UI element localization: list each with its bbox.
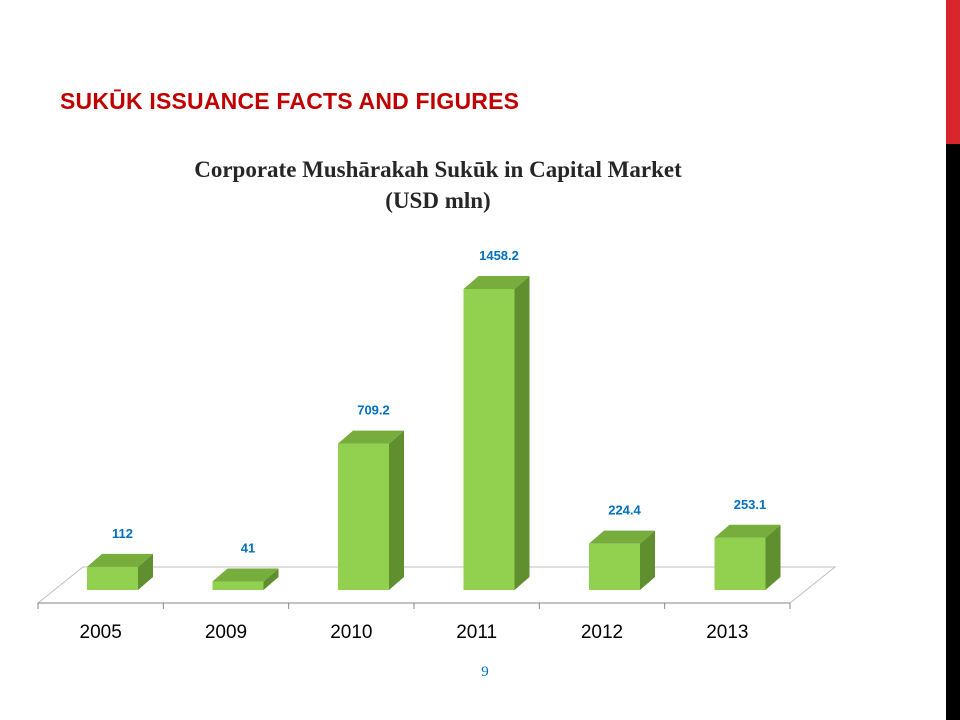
bar-front (714, 537, 766, 590)
bar-2005 (87, 553, 153, 590)
data-label: 41 (241, 541, 255, 556)
bar-2010 (338, 430, 404, 590)
bar-front (589, 543, 640, 590)
page-number: 9 (481, 664, 489, 680)
bar-top (714, 524, 781, 538)
bar-chart: 112 2005 41 2009 709.2 2010 1458.2 2011 224.4 201… (36, 248, 837, 643)
bar-side (640, 530, 655, 590)
slide-title: SUKŪK ISSUANCE FACTS AND FIGURES (60, 88, 520, 114)
bar-top (338, 430, 404, 444)
data-label: 224.4 (608, 503, 641, 518)
bar-side (263, 568, 279, 590)
x-tick-label: 2005 (80, 622, 122, 643)
side-accent-red (946, 0, 960, 144)
data-label: 709.2 (357, 403, 390, 418)
chart-title: Corporate Mushārakah Sukūk in Capital Ma… (0, 154, 876, 216)
bar-side (389, 430, 404, 590)
bar-2012 (589, 530, 655, 590)
bar-side (514, 276, 530, 590)
bar-2011 (463, 276, 530, 590)
bar-front (87, 566, 138, 590)
bar-top (212, 568, 279, 582)
bar-front (338, 443, 389, 590)
bar-front (463, 289, 515, 590)
x-tick-label: 2009 (205, 622, 247, 643)
x-tick-label: 2012 (581, 622, 623, 643)
data-label: 1458.2 (479, 248, 519, 263)
bar-top (463, 276, 530, 289)
bar-side (138, 553, 153, 590)
x-tick-label: 2013 (706, 622, 748, 643)
bar-2013 (714, 524, 781, 590)
data-label: 112 (112, 526, 133, 541)
side-accent-black (946, 144, 960, 720)
chart-title-line-2: (USD mln) (385, 188, 491, 213)
chart-title-line-1: Corporate Mushārakah Sukūk in Capital Ma… (194, 157, 682, 182)
bar-front (212, 581, 264, 590)
bar-top (87, 553, 153, 567)
bar-side (765, 524, 781, 590)
x-tick-label: 2011 (456, 622, 497, 643)
bar-2009 (212, 568, 279, 590)
data-label: 253.1 (734, 497, 767, 512)
x-tick-label: 2010 (330, 622, 372, 643)
bar-top (589, 530, 655, 544)
